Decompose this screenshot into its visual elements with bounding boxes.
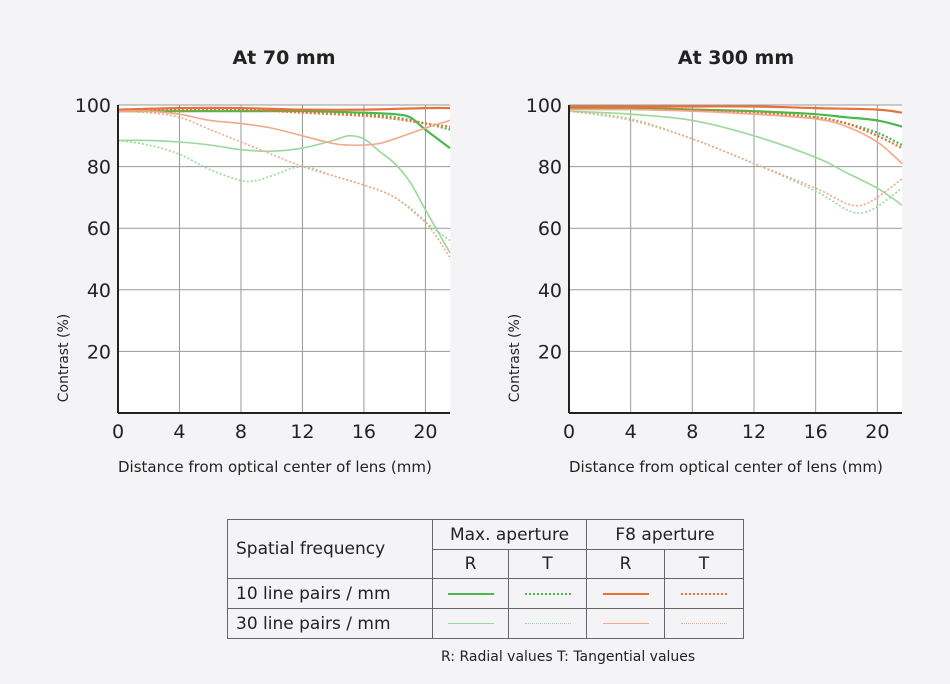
- chart1-series-f8_10-solid: [117, 106, 451, 111]
- chart1-series-f8_30-dotted: [117, 110, 451, 258]
- legend-group-max-aperture: Max. aperture: [432, 519, 587, 550]
- legend-row-30lp-label: 30 line pairs / mm: [227, 608, 433, 639]
- chart1-xlabel: Distance from optical center of lens (mm…: [118, 458, 432, 476]
- chart1-xtick-label-8: 8: [235, 421, 247, 443]
- chart1-ytick-label-60: 60: [87, 218, 111, 240]
- chart1-ytick-label-40: 40: [87, 280, 111, 302]
- chart2-xtick-label-16: 16: [804, 421, 828, 443]
- legend-group-f8-aperture: F8 aperture: [586, 519, 744, 550]
- legend-sub-max-t: T: [508, 549, 587, 579]
- chart2-xtick-label-0: 0: [563, 421, 575, 443]
- chart2-series-max_10-solid: [568, 106, 903, 128]
- chart1-xtick-label-20: 20: [413, 421, 437, 443]
- legend-sample-max-30-t: [524, 623, 571, 624]
- chart2-ytick-label-80: 80: [538, 157, 562, 179]
- chart2-series-f8_10-solid: [569, 105, 903, 114]
- chart2-ytick-label-100: 100: [526, 95, 562, 117]
- chart2-series-max_30-dotted: [568, 110, 903, 214]
- chart2-series-f8_30-dotted: [568, 110, 903, 207]
- chart2-ytick-label-20: 20: [538, 341, 562, 363]
- chart2-series-max_30-solid: [568, 110, 903, 206]
- legend-sub-f8-t: T: [664, 549, 744, 579]
- legend-table: Spatial frequency Max. aperture F8 apert…: [227, 519, 744, 639]
- chart1-ytick-label-100: 100: [75, 95, 111, 117]
- chart1-xtick-label-0: 0: [112, 421, 124, 443]
- chart2-ytick-label-60: 60: [538, 218, 562, 240]
- legend-sample-max-10-r: [447, 592, 494, 595]
- chart1-series-max_10-solid: [118, 109, 451, 149]
- chart1-plot-area: [118, 105, 450, 413]
- chart1-ytick-label-20: 20: [87, 341, 111, 363]
- chart2-series-f8_10-dotted: [568, 106, 903, 150]
- legend-header-spatial-frequency: Spatial frequency: [227, 519, 433, 579]
- chart1-xtick-label-16: 16: [352, 421, 376, 443]
- chart2-xtick-label-12: 12: [742, 421, 766, 443]
- chart1-series-f8_30-solid: [117, 110, 451, 147]
- chart1-xtick-label-4: 4: [173, 421, 185, 443]
- chart1-ytick-label-80: 80: [87, 157, 111, 179]
- legend-sample-f8-10-r: [602, 592, 649, 595]
- chart2-ylabel: Contrast (%): [507, 314, 523, 403]
- chart2-series-f8_30-solid: [568, 108, 903, 165]
- chart2-xtick-label-8: 8: [686, 421, 698, 443]
- legend-sample-max-10-t: [524, 592, 571, 595]
- chart1-series-f8_10-dotted: [117, 108, 451, 128]
- legend-sample-f8-10-t: [681, 592, 727, 595]
- legend-sample-max-30-r: [447, 623, 494, 624]
- chart2-xtick-label-4: 4: [625, 421, 637, 443]
- chart2-xtick-label-20: 20: [865, 421, 889, 443]
- legend-sub-f8-r: R: [586, 549, 665, 579]
- chart2-title: At 300 mm: [678, 47, 794, 69]
- chart2-plot-area: [569, 105, 902, 413]
- chart1-series-max_30-dotted: [117, 139, 451, 242]
- chart2-xlabel: Distance from optical center of lens (mm…: [569, 458, 883, 476]
- chart1-xtick-label-12: 12: [290, 421, 314, 443]
- legend-row-10lp-label: 10 line pairs / mm: [227, 578, 433, 609]
- chart1-ylabel: Contrast (%): [56, 314, 72, 403]
- chart1-title: At 70 mm: [232, 47, 335, 69]
- legend-sample-f8-30-t: [681, 623, 727, 624]
- chart1-series-max_30-solid: [117, 134, 451, 254]
- chart2-ytick-label-40: 40: [538, 280, 562, 302]
- legend-sample-f8-30-r: [602, 623, 649, 624]
- legend-sub-max-r: R: [432, 549, 509, 579]
- legend-note: R: Radial values T: Tangential values: [441, 649, 696, 665]
